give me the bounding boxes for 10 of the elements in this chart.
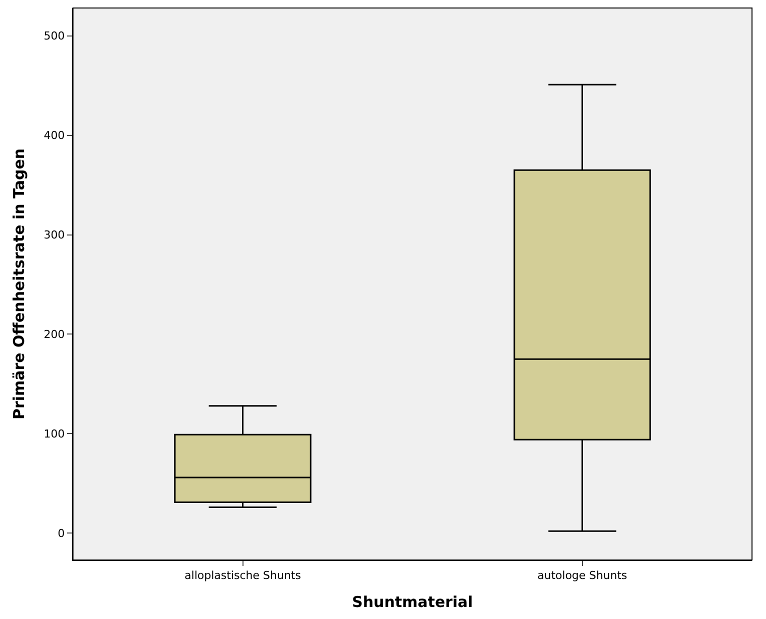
x-axis-title: Shuntmaterial xyxy=(352,593,473,612)
x-tick-label: alloplastische Shunts xyxy=(184,569,302,582)
y-tick-label: 100 xyxy=(44,428,65,441)
y-tick-label: 500 xyxy=(44,30,65,43)
y-axis-title: Primäre Offenheitsrate in Tagen xyxy=(10,148,28,420)
y-tick-label: 200 xyxy=(44,328,65,342)
y-tick-label: 400 xyxy=(44,129,65,142)
x-tick-label: autologe Shunts xyxy=(537,569,628,582)
y-tick-label: 0 xyxy=(58,527,65,540)
y-tick-label: 300 xyxy=(44,228,65,242)
